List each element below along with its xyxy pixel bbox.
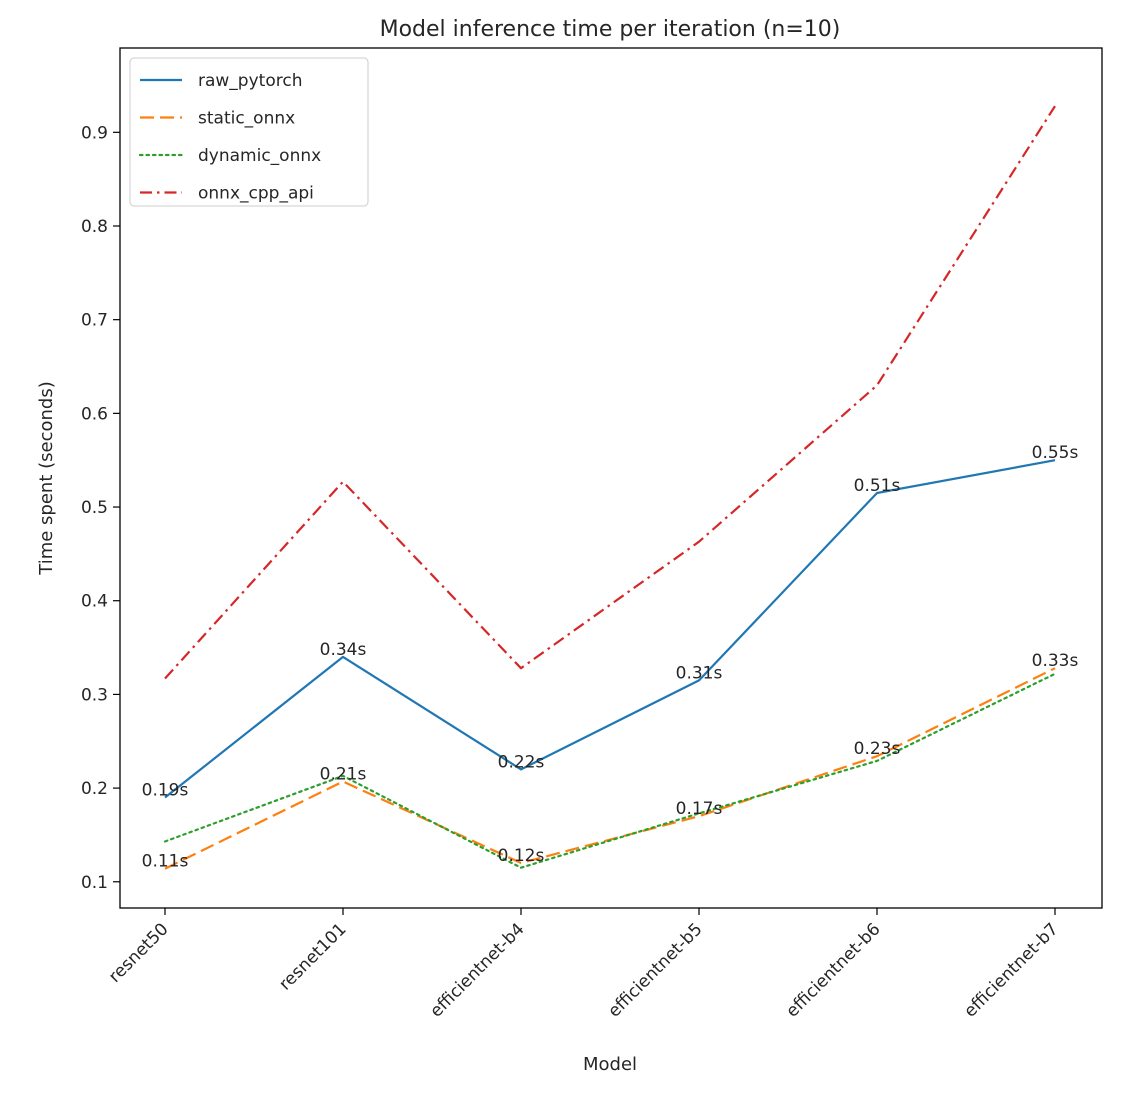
y-tick-label: 0.5 bbox=[81, 498, 108, 518]
legend-label-dynamic_onnx: dynamic_onnx bbox=[198, 146, 321, 166]
data-label-static_onnx: 0.21s bbox=[320, 765, 367, 785]
y-tick-label: 0.4 bbox=[81, 592, 108, 612]
y-tick-label: 0.8 bbox=[81, 217, 108, 237]
x-tick-label: resnet101 bbox=[275, 919, 350, 994]
series-line-raw_pytorch bbox=[164, 459, 1056, 799]
data-label-raw_pytorch: 0.55s bbox=[1032, 443, 1079, 463]
y-tick-label: 0.3 bbox=[81, 685, 108, 705]
chart-title: Model inference time per iteration (n=10… bbox=[380, 17, 841, 42]
x-tick-label: resnet50 bbox=[105, 919, 173, 987]
y-tick-label: 0.9 bbox=[81, 123, 108, 143]
x-tick-label: efficientnet-b7 bbox=[960, 919, 1062, 1021]
series-line-onnx_cpp_api bbox=[164, 105, 1056, 680]
y-tick-label: 0.1 bbox=[81, 873, 108, 893]
legend: raw_pytorch static_onnx dynamic_onnx onnx_c… bbox=[129, 57, 369, 207]
data-label-static_onnx: 0.17s bbox=[676, 799, 723, 819]
series-line-dynamic_onnx bbox=[163, 672, 1057, 869]
legend-label-onnx_cpp_api: onnx_cpp_api bbox=[198, 184, 314, 204]
data-label-raw_pytorch: 0.22s bbox=[498, 752, 545, 772]
data-label-raw_pytorch: 0.31s bbox=[676, 663, 723, 683]
x-axis-label: Model bbox=[583, 1054, 637, 1075]
y-tick-label: 0.2 bbox=[81, 779, 108, 799]
series-line-static_onnx bbox=[164, 667, 1056, 870]
data-label-raw_pytorch: 0.34s bbox=[320, 640, 367, 660]
x-tick-label: efficientnet-b4 bbox=[426, 919, 528, 1021]
legend-box bbox=[129, 57, 369, 207]
data-label-raw_pytorch: 0.51s bbox=[854, 476, 901, 496]
data-label-raw_pytorch: 0.19s bbox=[142, 780, 189, 800]
y-axis-label: Time spent (seconds) bbox=[36, 381, 57, 575]
data-label-static_onnx: 0.23s bbox=[854, 739, 901, 759]
legend-label-static_onnx: static_onnx bbox=[198, 109, 295, 129]
y-tick-label: 0.6 bbox=[81, 404, 108, 424]
x-tick-label: efficientnet-b5 bbox=[604, 919, 706, 1021]
y-tick-label: 0.7 bbox=[81, 311, 108, 331]
axes-frame bbox=[119, 47, 1103, 909]
data-label-static_onnx: 0.12s bbox=[498, 846, 545, 866]
data-label-static_onnx: 0.33s bbox=[1032, 651, 1079, 671]
x-tick-label: efficientnet-b6 bbox=[782, 919, 884, 1021]
legend-label-raw_pytorch: raw_pytorch bbox=[198, 71, 302, 91]
data-label-static_onnx: 0.11s bbox=[142, 852, 189, 872]
